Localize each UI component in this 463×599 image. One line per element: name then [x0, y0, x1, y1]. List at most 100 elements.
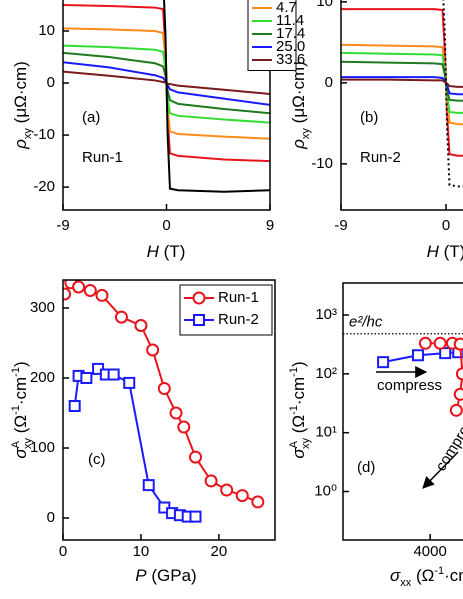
plot-area [341, 0, 463, 188]
frame [62, 279, 276, 541]
marker [455, 367, 463, 381]
label-part: (μΩ·cm) [289, 61, 308, 128]
marker [418, 336, 432, 350]
x-tick-label: -9 [56, 217, 69, 234]
label-part: (Ω [411, 566, 434, 585]
plot-area [343, 333, 463, 417]
label-part: ·cm [444, 566, 463, 585]
label-part: (μΩ·cm) [11, 61, 30, 128]
marker [235, 489, 249, 503]
annotation: compress [432, 410, 463, 474]
label-part: (Ω [289, 415, 308, 438]
label-part: A [10, 440, 22, 448]
label-part: σ [11, 448, 30, 459]
y-tick-label: 10 [316, 0, 333, 10]
label-part: xy [22, 438, 34, 450]
marker [453, 337, 463, 351]
marker [411, 349, 424, 362]
label-part: H [427, 242, 440, 261]
label-part: σ [390, 566, 401, 585]
plot-area [63, 280, 265, 523]
label-part: (T) [159, 242, 185, 261]
label-part: σ [289, 448, 308, 459]
y-axis-label: ρxy (μΩ·cm) [289, 61, 311, 150]
label-part: ·cm [289, 377, 308, 405]
x-tick-label: 20 [211, 543, 228, 560]
label-part: xx [400, 577, 412, 589]
legend-label: 33.6 [276, 51, 305, 68]
marker [83, 284, 97, 298]
marker [189, 510, 202, 523]
label-part: xy [22, 128, 34, 140]
label-part: -1 [434, 565, 444, 577]
marker [68, 400, 81, 413]
legend-label: 4.7 [276, 0, 297, 16]
y-tick-label: 0 [47, 509, 55, 526]
y-tick-label: 10² [315, 365, 337, 382]
x-tick-label: 9 [266, 217, 274, 234]
y-tick-label: 200 [30, 369, 55, 386]
y-tick-label: 10 [38, 22, 55, 39]
marker [177, 420, 191, 434]
y-tick-label: 300 [30, 299, 55, 316]
label-part: -1 [10, 405, 22, 415]
label-part: ) [11, 361, 30, 367]
y-tick-label: 100 [30, 439, 55, 456]
marker [63, 287, 72, 301]
frame [342, 282, 463, 541]
series-line [73, 367, 196, 518]
marker [114, 310, 128, 324]
legend-box [247, 0, 297, 71]
label-part: -1 [10, 367, 22, 377]
legend-label: 11.4 [276, 12, 304, 29]
x-axis-label: H (T) [147, 242, 186, 261]
marker [449, 403, 463, 417]
label-part: xy [300, 128, 312, 140]
marker [453, 387, 463, 401]
label-part: -1 [288, 405, 300, 415]
marker [95, 288, 109, 302]
label-part: (GPa) [147, 566, 197, 585]
annotation: Run-2 [360, 149, 401, 166]
plot-area [63, 0, 270, 193]
legend-label: Run-1 [218, 289, 259, 306]
label-part: A [288, 440, 300, 448]
legend-marker [192, 291, 206, 305]
y-axis-label: ρxy (μΩ·cm) [11, 61, 33, 150]
marker [189, 450, 202, 464]
label-part: (T) [439, 242, 463, 261]
x-axis-label: H (T) [427, 242, 463, 261]
y-tick-label: 10⁰ [314, 482, 337, 499]
x-tick-label: 10 [133, 543, 150, 560]
legend-marker [193, 314, 205, 326]
marker [377, 356, 390, 369]
marker [439, 347, 452, 360]
label-part: ·cm [11, 377, 30, 405]
legend-label: 25.0 [276, 38, 305, 55]
x-axis-label: σxx (Ω-1·cm-1) [390, 565, 463, 589]
series-line [382, 351, 459, 364]
x-tick-label: 0 [162, 217, 170, 234]
reference-label: e²/hc [349, 314, 383, 331]
annotation: Run-1 [82, 149, 123, 166]
y-tick-label: 0 [47, 74, 55, 91]
marker [123, 376, 136, 389]
marker [251, 495, 265, 509]
marker [169, 406, 183, 420]
x-axis-label: P (GPa) [135, 566, 196, 585]
y-tick-label: -10 [311, 155, 333, 172]
y-tick-label: 10¹ [315, 424, 337, 441]
label-part: ) [289, 361, 308, 367]
x-tick-label: 0 [442, 217, 450, 234]
marker [134, 319, 148, 333]
annotation: (d) [357, 459, 375, 476]
y-tick-label: -10 [33, 126, 55, 143]
marker [146, 343, 160, 357]
x-tick-label: 4000 [413, 543, 446, 560]
marker [142, 479, 155, 492]
marker [433, 336, 447, 350]
y-tick-label: 10³ [315, 306, 337, 323]
x-tick-label: 0 [59, 543, 67, 560]
label-part: H [147, 242, 160, 261]
